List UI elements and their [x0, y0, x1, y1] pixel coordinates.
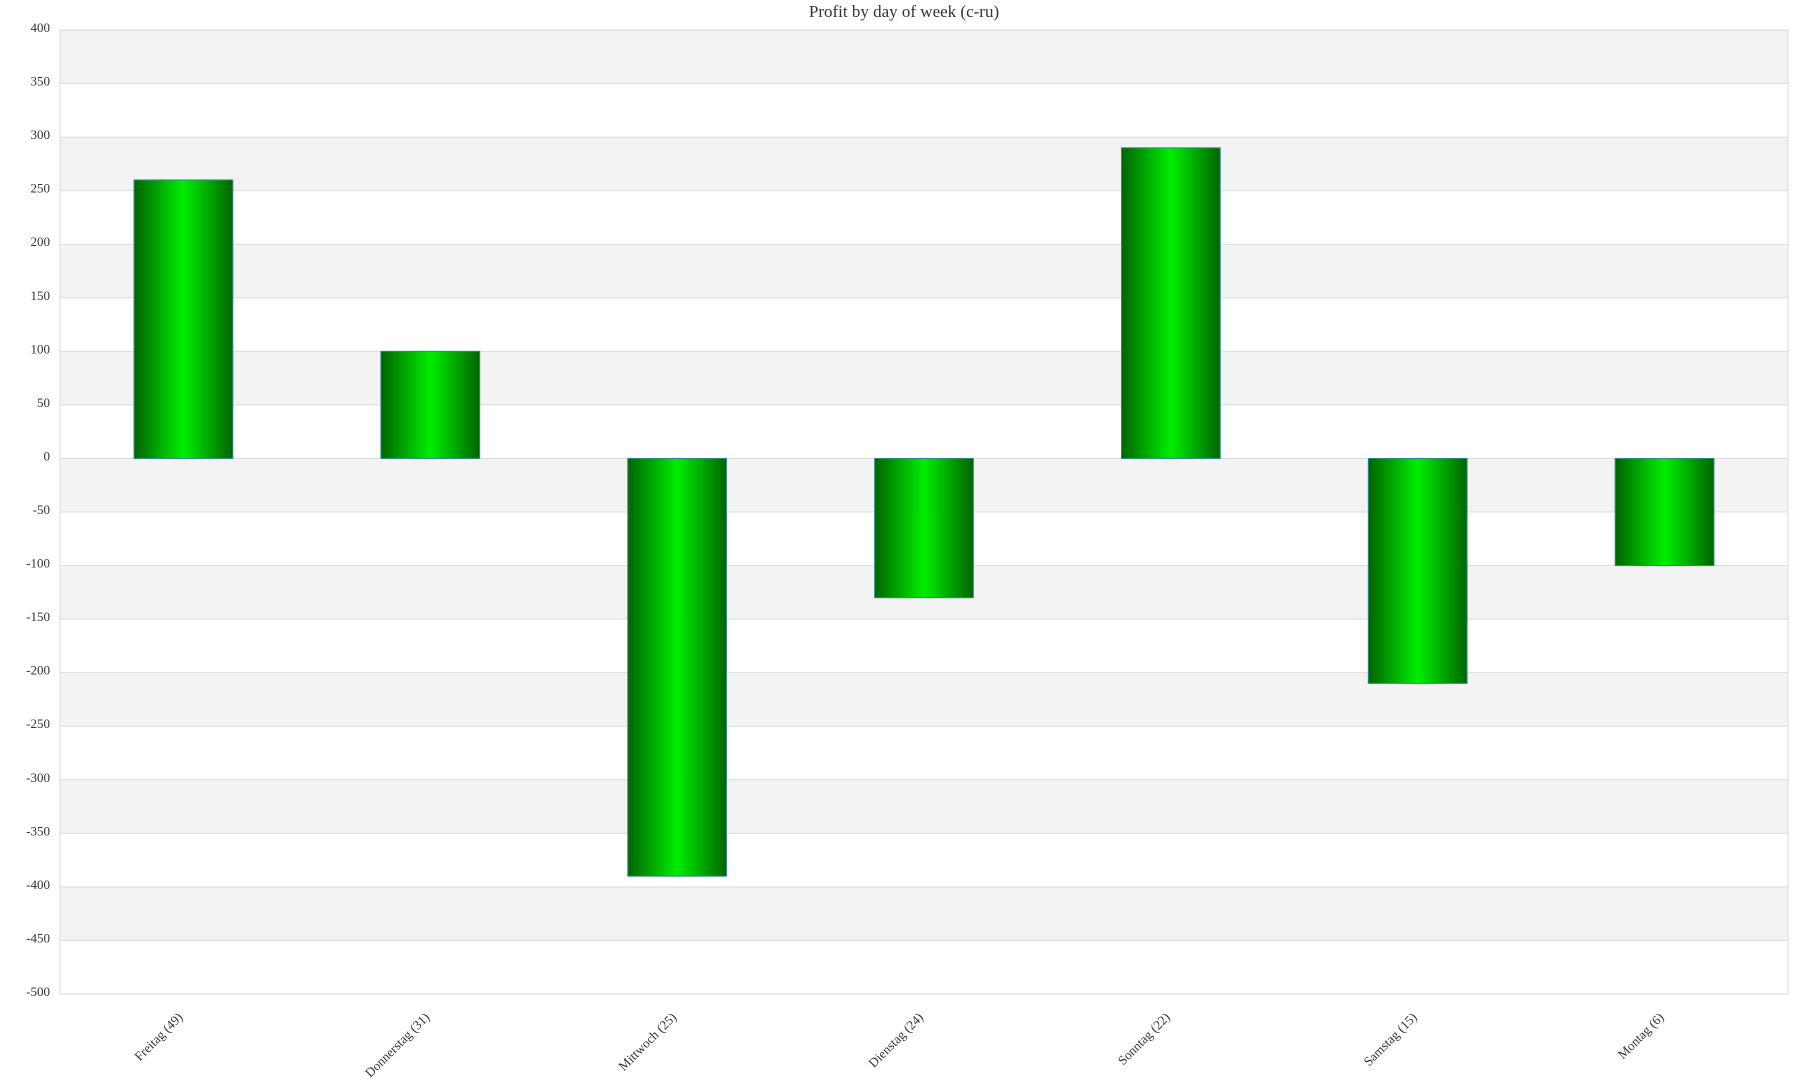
bar	[874, 457, 974, 599]
plot-band	[60, 619, 1788, 673]
y-tick-label: -50	[33, 502, 50, 517]
bar	[627, 457, 728, 877]
bar	[1120, 147, 1221, 459]
y-tick-label: 50	[37, 395, 50, 410]
y-tick-label: -350	[26, 823, 50, 838]
y-tick-label: 150	[31, 288, 51, 303]
plot-band	[60, 351, 1788, 405]
y-tick-label: -250	[26, 716, 50, 731]
plot-band	[60, 137, 1788, 191]
y-tick-label: -200	[26, 663, 50, 678]
plot-bands	[60, 30, 1788, 994]
y-tick-label: -100	[26, 556, 50, 571]
plot-band	[60, 297, 1788, 352]
y-tick-label: 400	[31, 20, 51, 35]
plot-band	[60, 30, 1788, 84]
y-tick-label: 0	[44, 448, 51, 463]
plot-band	[60, 726, 1788, 780]
chart-title: Profit by day of week (c-ru)	[809, 2, 999, 21]
y-tick-label: 100	[31, 341, 51, 356]
plot-band	[60, 404, 1788, 459]
plot-band	[60, 940, 1788, 994]
plot-band	[60, 779, 1788, 834]
x-tick-label: Sonntag (22)	[1115, 1010, 1173, 1068]
x-tick-label: Freitag (49)	[131, 1010, 185, 1064]
y-tick-label: 300	[31, 127, 51, 142]
plot-band	[60, 833, 1788, 887]
plot-band	[60, 886, 1788, 941]
bar	[1367, 457, 1468, 684]
y-tick-label: 350	[31, 74, 51, 89]
bar	[1614, 457, 1715, 567]
y-tick-label: 200	[31, 234, 51, 249]
y-tick-label: -400	[26, 877, 50, 892]
plot-band	[60, 672, 1788, 727]
x-tick-label: Dienstag (24)	[865, 1010, 926, 1071]
y-tick-label: 250	[31, 181, 51, 196]
bar	[380, 350, 481, 459]
x-tick-label: Mittwoch (25)	[615, 1010, 679, 1074]
x-tick-label: Samstag (15)	[1360, 1010, 1419, 1069]
plot-band	[60, 83, 1788, 138]
x-tick-label: Donnerstag (31)	[362, 1010, 433, 1080]
plot-band	[60, 244, 1788, 298]
y-tick-label: -450	[26, 930, 50, 945]
bar	[133, 179, 234, 459]
plot-band	[60, 190, 1788, 245]
y-tick-label: -300	[26, 770, 50, 785]
x-tick-label: Montag (6)	[1614, 1010, 1666, 1062]
y-tick-label: -500	[26, 984, 50, 999]
y-tick-label: -150	[26, 609, 50, 624]
